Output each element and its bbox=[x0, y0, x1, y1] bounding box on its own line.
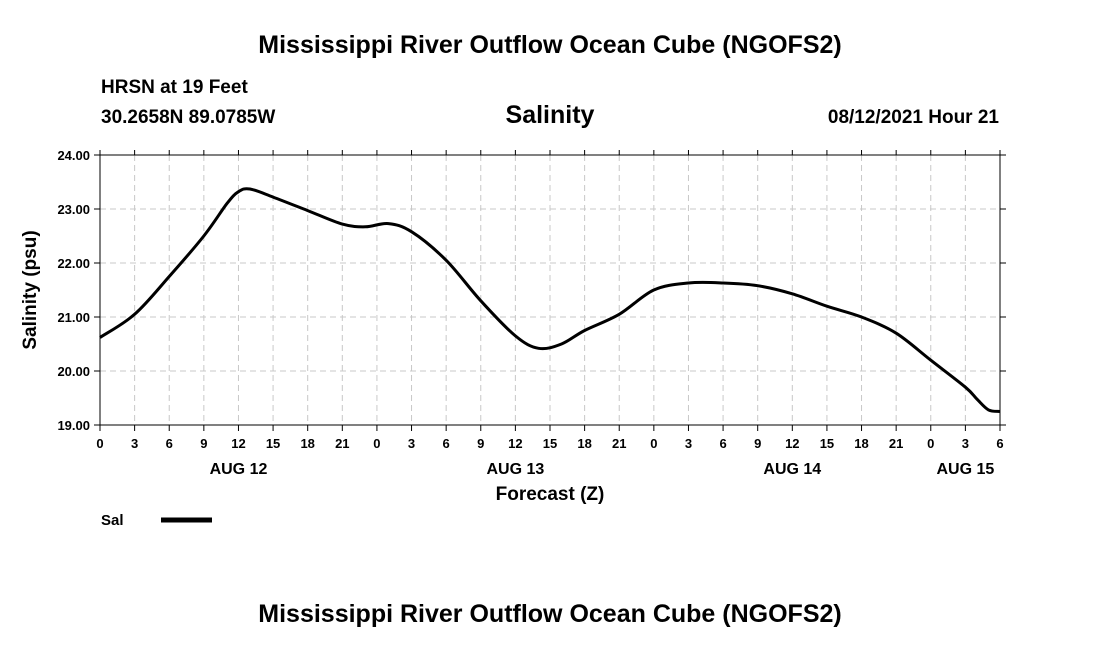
x-tick-label: 21 bbox=[612, 436, 626, 451]
series-line-sal bbox=[99, 187, 1001, 413]
x-tick-label: 6 bbox=[719, 436, 726, 451]
x-tick-label: 18 bbox=[577, 436, 591, 451]
x-tick-label: 3 bbox=[685, 436, 692, 451]
plot-frame bbox=[99, 154, 1001, 426]
y-axis-label: Salinity (psu) bbox=[20, 230, 41, 349]
date-label: AUG 15 bbox=[936, 461, 994, 478]
chart-main-title: Mississippi River Outflow Ocean Cube (NG… bbox=[258, 31, 842, 59]
x-tick-label: 18 bbox=[854, 436, 868, 451]
x-tick-label: 18 bbox=[300, 436, 314, 451]
x-axis-label: Forecast (Z) bbox=[496, 484, 605, 505]
x-tick-label: 6 bbox=[996, 436, 1003, 451]
y-tick-label: 23.00 bbox=[57, 202, 90, 217]
x-tick-label: 9 bbox=[754, 436, 761, 451]
x-tick-label: 9 bbox=[477, 436, 484, 451]
x-tick-label: 15 bbox=[543, 436, 557, 451]
variable-title: Salinity bbox=[505, 101, 595, 129]
x-tick-label: 12 bbox=[508, 436, 522, 451]
x-tick-label: 15 bbox=[820, 436, 834, 451]
coordinates-label: 30.2658N 89.0785W bbox=[101, 107, 276, 128]
x-tick-label: 15 bbox=[266, 436, 280, 451]
chart-footer-title: Mississippi River Outflow Ocean Cube (NG… bbox=[258, 600, 842, 628]
axes bbox=[94, 150, 1006, 431]
tick-labels: 19.00 20.00 21.00 22.00 23.00 24.00 0 3 6 9 12 15 18… bbox=[57, 148, 1003, 478]
station-label: HRSN at 19 Feet bbox=[101, 77, 248, 98]
x-tick-label: 0 bbox=[927, 436, 934, 451]
date-label: AUG 12 bbox=[210, 461, 268, 478]
series-layer bbox=[99, 187, 1001, 413]
x-tick-label: 9 bbox=[200, 436, 207, 451]
x-tick-label: 0 bbox=[373, 436, 380, 451]
datetime-label: 08/12/2021 Hour 21 bbox=[827, 107, 999, 128]
x-tick-label: 12 bbox=[785, 436, 799, 451]
x-tick-label: 3 bbox=[962, 436, 969, 451]
legend-label: Sal bbox=[101, 512, 124, 529]
x-tick-label: 6 bbox=[443, 436, 450, 451]
y-tick-label: 24.00 bbox=[57, 148, 90, 163]
x-tick-label: 0 bbox=[96, 436, 103, 451]
x-tick-label: 3 bbox=[131, 436, 138, 451]
x-tick-label: 6 bbox=[166, 436, 173, 451]
date-label: AUG 14 bbox=[763, 461, 821, 478]
y-tick-label: 21.00 bbox=[57, 310, 90, 325]
x-tick-label: 12 bbox=[231, 436, 245, 451]
x-tick-label: 21 bbox=[889, 436, 903, 451]
y-tick-label: 22.00 bbox=[57, 256, 90, 271]
x-tick-label: 3 bbox=[408, 436, 415, 451]
date-label: AUG 13 bbox=[486, 461, 544, 478]
x-tick-label: 21 bbox=[335, 436, 349, 451]
y-tick-label: 19.00 bbox=[57, 418, 90, 433]
grid-lines bbox=[100, 155, 1000, 425]
x-tick-label: 0 bbox=[650, 436, 657, 451]
y-tick-label: 20.00 bbox=[57, 364, 90, 379]
